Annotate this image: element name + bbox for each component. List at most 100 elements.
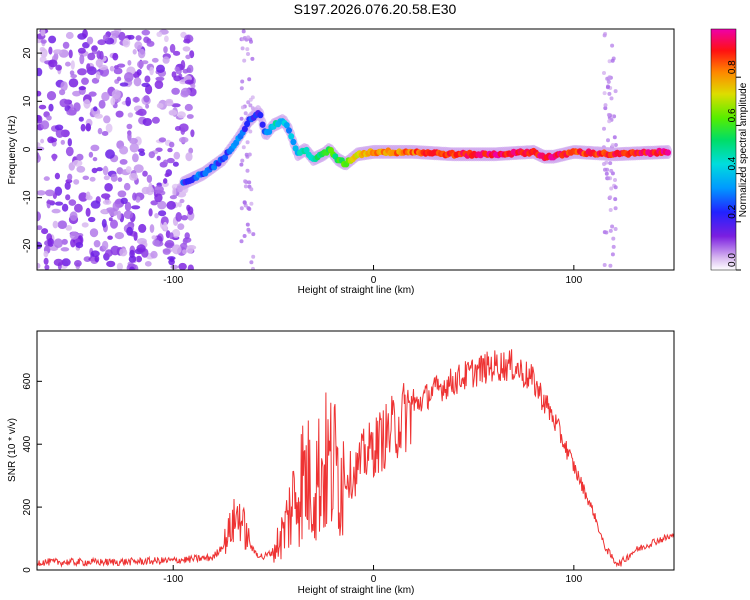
spectrogram-noise-cell (149, 224, 155, 233)
spectrogram-noise-cell (132, 96, 140, 103)
spectrogram-noise-cell (106, 260, 116, 268)
spectrogram-x-label: Height of straight line (km) (298, 285, 415, 296)
spectrogram-noise-cell (169, 257, 175, 263)
spectrogram-noise-cell (86, 36, 94, 45)
spectrogram-noise-cell (602, 71, 606, 75)
spectrogram-noise-cell (59, 89, 66, 96)
spectrogram-noise-cell (79, 54, 85, 65)
spectrogram-noise-cell (128, 255, 137, 263)
spectrogram-noise-cell (160, 216, 169, 226)
spectrogram-noise-cell (68, 49, 73, 59)
spectrogram-noise-cell (81, 77, 89, 85)
spectrogram-noise-cell (611, 244, 616, 249)
spectrogram-noise-cell (85, 191, 91, 200)
spectrogram-noise-cell (80, 123, 86, 132)
spectrogram-noise-cell (132, 153, 139, 163)
spectrogram-noise-cell (82, 175, 90, 180)
spectrogram-noise-cell (50, 137, 58, 143)
spectrogram-noise-cell (117, 190, 127, 198)
spectrogram-noise-cell (171, 244, 182, 255)
spectrogram-noise-cell (177, 201, 182, 208)
spectrogram-noise-cell (171, 71, 177, 78)
spectrogram-noise-cell (190, 83, 196, 89)
spectrogram-noise-cell (613, 178, 617, 182)
spectrogram-noise-cell (139, 151, 146, 157)
spectrogram-noise-cell (150, 200, 158, 206)
spectrogram-noise-cell (114, 200, 121, 205)
snr-x-label: Height of straight line (km) (298, 585, 415, 596)
spectrogram-noise-cell (51, 208, 61, 214)
spectrogram-noise-cell (243, 111, 248, 116)
colorbar-ticks: 0.0 0.2 0.4 0.6 0.8 (727, 60, 741, 271)
spectrogram-noise-cell (65, 194, 71, 201)
spectrogram-noise-cell (116, 76, 122, 82)
spectrogram-noise-cell (113, 67, 123, 75)
colorbar: 0.0 0.2 0.4 0.6 0.8 Normalized spectral ampl… (710, 28, 749, 271)
spectrogram-noise-cell (603, 103, 608, 108)
spectrogram-noise-cell (240, 158, 245, 163)
spectrogram-noise-cell (40, 29, 46, 37)
spectrogram-noise-cell (246, 52, 250, 56)
spectrogram-ridge-cell (222, 154, 229, 161)
spectrogram-noise-cell (152, 239, 160, 246)
snr-x-tick-label: 0 (371, 574, 377, 585)
spectrogram-noise-cell (47, 237, 54, 247)
spectrogram-noise-cell (156, 64, 165, 74)
spectrogram-noise-cell (92, 157, 98, 162)
spectrogram-noise-cell (602, 126, 606, 131)
spectrogram-noise-cell (182, 46, 191, 52)
spectrogram-noise-cell (606, 176, 611, 181)
spectrogram-noise-cell (103, 115, 111, 124)
spectrogram-ridge-cell (257, 111, 264, 119)
spectrogram-noise-cell (173, 151, 181, 160)
spectrogram-noise-cell (607, 59, 612, 64)
spectrogram-noise-cell (39, 56, 47, 63)
snr-frame (36, 330, 675, 571)
spectrogram-noise-cell (119, 82, 129, 87)
spectrogram-noise-cell (173, 50, 181, 56)
spectrogram-noise-cell (97, 39, 106, 46)
spectrogram-ridge-cell (259, 121, 266, 128)
snr-y-tick-label: 400 (22, 435, 33, 452)
spectrogram-noise-cell (180, 87, 191, 96)
spectrogram-noise-cell (178, 262, 187, 270)
spectrogram-noise-cell (91, 45, 98, 52)
spectrogram-noise-cell (185, 54, 191, 60)
spectrogram-noise-cell (89, 176, 96, 182)
colorbar-gradient (710, 28, 737, 271)
spectrogram-noise-cell (88, 91, 97, 97)
spectrogram-noise-cell (613, 143, 618, 147)
spectrogram-noise-cell (85, 207, 91, 217)
spectrogram-noise-cell (126, 123, 133, 130)
spectrogram-noise-cell (243, 179, 248, 184)
spectrogram-noise-cell (57, 220, 67, 229)
spectrogram-noise-cell (37, 225, 43, 231)
spectrogram-noise-cell (90, 250, 100, 257)
spectrogram-noise-cell (110, 245, 120, 256)
spectrogram-noise-cell (40, 138, 45, 144)
spectrogram-noise-cell (239, 162, 244, 167)
snr-series-line (37, 349, 674, 568)
spectrogram-noise-cell (245, 168, 250, 173)
spectrogram-noise-cell (126, 226, 133, 236)
spectrogram-noise-cell (134, 41, 143, 50)
spectrogram-noise-cell (246, 227, 251, 232)
spectrogram-noise-cell (154, 80, 164, 89)
spectrogram-noise-cell (169, 195, 177, 200)
spectrogram-ridge-cell (286, 127, 292, 134)
spectrogram-noise-cell (127, 34, 135, 40)
spectrogram-noise-cell (606, 138, 610, 143)
spectrogram-noise-cell (65, 61, 71, 67)
spectrogram-noise-cell (123, 210, 134, 220)
spectrogram-noise-cell (144, 261, 152, 267)
snr-plot: -100 0 100 0 200 400 600 Height of straight l… (7, 330, 675, 596)
spectrogram-noise-cell (119, 248, 128, 257)
spectrogram-noise-cell (65, 31, 74, 40)
spectrogram-noise-cell (119, 159, 128, 165)
spectrogram-noise-cell (240, 79, 245, 84)
spectrogram-noise-cell (608, 228, 613, 233)
spectrogram-noise-cell (94, 255, 100, 263)
spectrogram-noise-cell (54, 201, 64, 206)
spectrogram-noise-cell (76, 165, 86, 173)
